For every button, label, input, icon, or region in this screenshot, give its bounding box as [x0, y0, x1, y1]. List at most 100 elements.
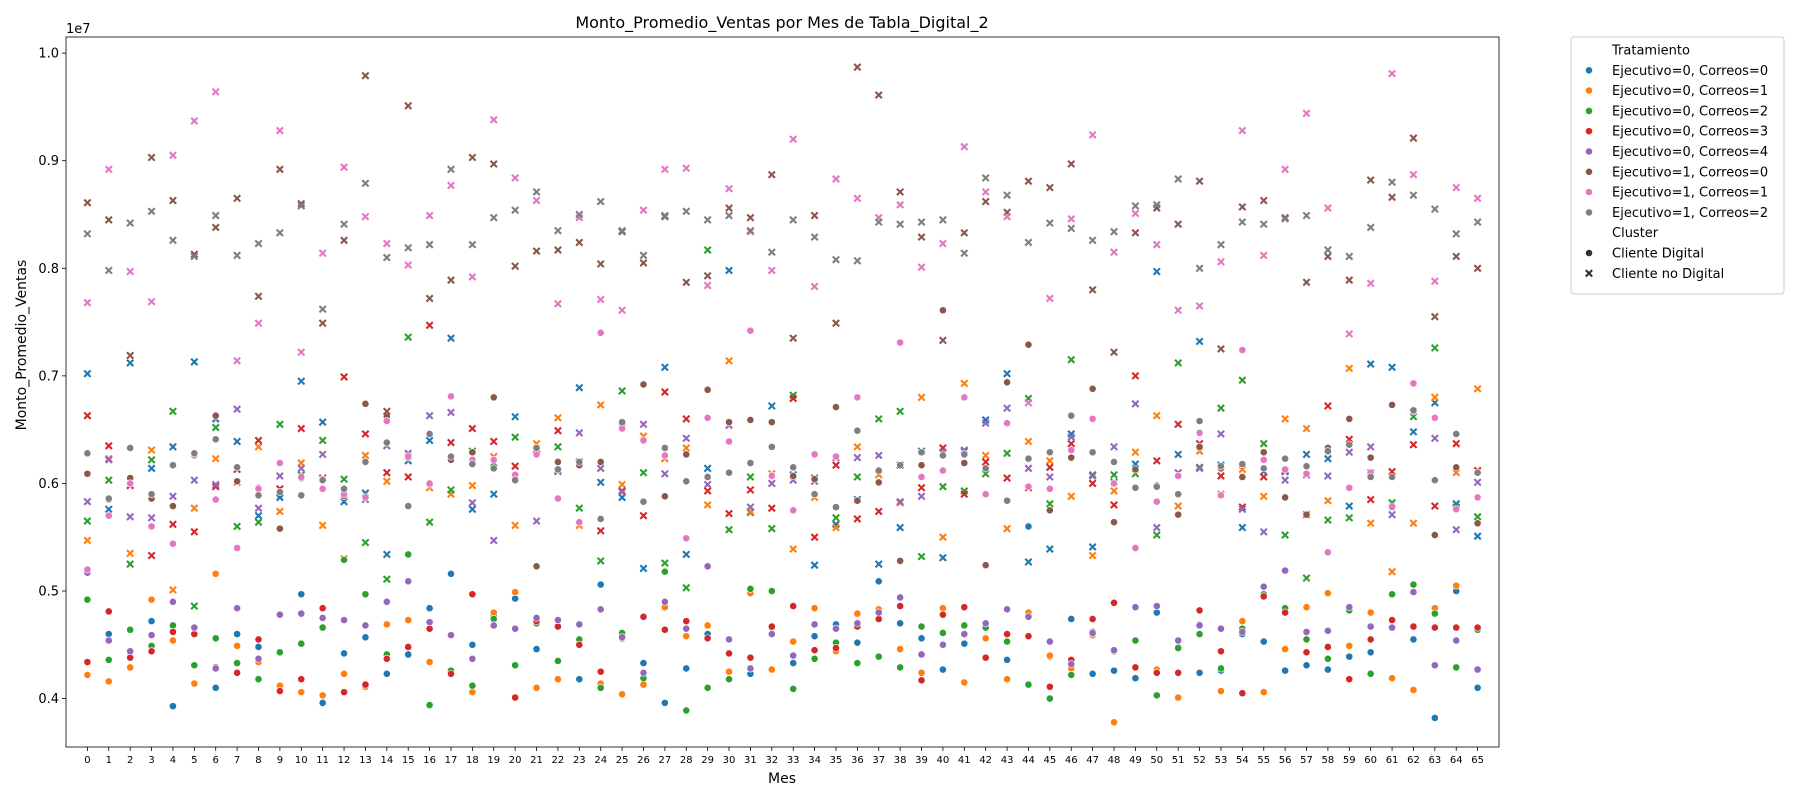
point-cliente-no-digital — [190, 602, 199, 611]
point-cliente-digital — [810, 632, 819, 641]
point-cliente-digital — [340, 649, 348, 658]
x-tick-label: 8 — [255, 755, 261, 766]
point-cliente-digital — [340, 616, 348, 624]
point-cliente-no-digital — [1174, 420, 1183, 429]
point-cliente-digital — [1067, 446, 1076, 454]
point-cliente-digital — [639, 668, 648, 677]
point-cliente-no-digital — [1323, 204, 1332, 212]
point-cliente-digital — [511, 661, 520, 670]
point-cliente-digital — [404, 550, 413, 559]
point-cliente-digital — [682, 706, 691, 715]
point-cliente-digital — [382, 438, 391, 447]
point-cliente-digital — [169, 597, 177, 606]
point-cliente-digital — [1174, 472, 1183, 480]
point-cliente-digital — [896, 663, 905, 672]
point-cliente-no-digital — [1110, 487, 1118, 495]
point-cliente-no-digital — [190, 504, 199, 513]
series-8 — [83, 165, 1482, 523]
point-cliente-digital — [767, 665, 776, 674]
point-cliente-no-digital — [211, 423, 220, 432]
point-cliente-digital — [1452, 636, 1461, 645]
point-cliente-digital — [682, 664, 691, 673]
point-cliente-no-digital — [126, 359, 135, 367]
point-cliente-digital — [1003, 605, 1011, 614]
point-cliente-digital — [682, 632, 691, 641]
point-cliente-no-digital — [1238, 523, 1247, 532]
point-cliente-no-digital — [1131, 209, 1140, 218]
point-cliente-digital — [1302, 627, 1311, 636]
point-cliente-digital — [725, 437, 733, 446]
point-cliente-digital — [853, 619, 862, 628]
point-cliente-no-digital — [104, 455, 113, 464]
point-cliente-no-digital — [275, 471, 284, 480]
point-cliente-no-digital — [1388, 363, 1397, 372]
point-cliente-digital — [532, 562, 541, 571]
point-cliente-no-digital — [660, 165, 669, 174]
point-cliente-digital — [810, 604, 819, 613]
point-cliente-digital — [275, 488, 284, 496]
point-cliente-digital — [682, 450, 691, 459]
point-cliente-no-digital — [703, 271, 712, 280]
point-cliente-digital — [1409, 686, 1418, 694]
point-cliente-digital — [340, 555, 348, 564]
point-cliente-no-digital — [1473, 478, 1482, 487]
point-cliente-no-digital — [917, 492, 926, 501]
point-cliente-digital — [1302, 603, 1311, 612]
point-cliente-no-digital — [853, 453, 862, 462]
point-cliente-no-digital — [618, 306, 627, 315]
point-cliente-no-digital — [1238, 505, 1247, 514]
point-cliente-digital — [746, 664, 755, 673]
point-cliente-digital — [169, 461, 177, 470]
point-cliente-no-digital — [767, 479, 776, 488]
point-cliente-no-digital — [703, 281, 712, 290]
point-cliente-no-digital — [682, 207, 691, 216]
point-cliente-digital — [853, 393, 862, 402]
point-cliente-digital — [1045, 506, 1054, 515]
point-cliente-digital — [703, 385, 712, 394]
point-cliente-no-digital — [83, 536, 92, 545]
point-cliente-no-digital — [1302, 450, 1311, 459]
point-cliente-no-digital — [168, 407, 177, 416]
point-cliente-no-digital — [1131, 201, 1140, 210]
legend-marker — [1585, 188, 1593, 196]
point-cliente-no-digital — [725, 525, 733, 534]
legend-marker — [1585, 66, 1593, 75]
point-cliente-no-digital — [789, 394, 798, 403]
point-cliente-no-digital — [168, 151, 177, 160]
point-cliente-no-digital — [896, 220, 905, 229]
series-2 — [83, 356, 1482, 727]
point-cliente-digital — [960, 678, 969, 687]
y-tick-label: 0.5 — [38, 585, 59, 600]
x-axis-label: Mes — [768, 771, 796, 787]
point-cliente-digital — [639, 612, 648, 621]
point-cliente-no-digital — [297, 464, 306, 473]
point-cliente-digital — [746, 584, 755, 593]
point-cliente-digital — [211, 683, 220, 692]
point-cliente-digital — [254, 491, 263, 500]
point-cliente-no-digital — [703, 246, 712, 254]
point-cliente-digital — [874, 577, 883, 586]
x-tick-label: 53 — [1215, 755, 1228, 766]
point-cliente-no-digital — [725, 211, 733, 220]
y-axis-label: Monto_Promedio_Ventas — [14, 260, 30, 431]
point-cliente-digital — [1067, 453, 1076, 462]
point-cliente-digital — [725, 635, 733, 644]
point-cliente-digital — [318, 614, 327, 622]
point-cliente-digital — [1388, 674, 1396, 683]
point-cliente-no-digital — [1430, 312, 1439, 321]
point-cliente-no-digital — [810, 211, 819, 220]
x-tick-label: 30 — [723, 755, 736, 766]
point-cliente-digital — [1217, 624, 1225, 633]
point-cliente-no-digital — [361, 212, 370, 221]
point-cliente-no-digital — [1323, 454, 1332, 463]
point-cliente-no-digital — [168, 520, 177, 529]
point-cliente-digital — [1238, 689, 1247, 698]
point-cliente-digital — [596, 328, 605, 337]
point-cliente-no-digital — [1024, 177, 1033, 186]
point-cliente-no-digital — [917, 552, 926, 561]
point-cliente-digital — [468, 590, 477, 599]
legend-frame — [1570, 36, 1785, 295]
point-cliente-no-digital — [1323, 246, 1332, 254]
point-cliente-digital — [126, 663, 135, 672]
point-cliente-digital — [404, 643, 413, 651]
